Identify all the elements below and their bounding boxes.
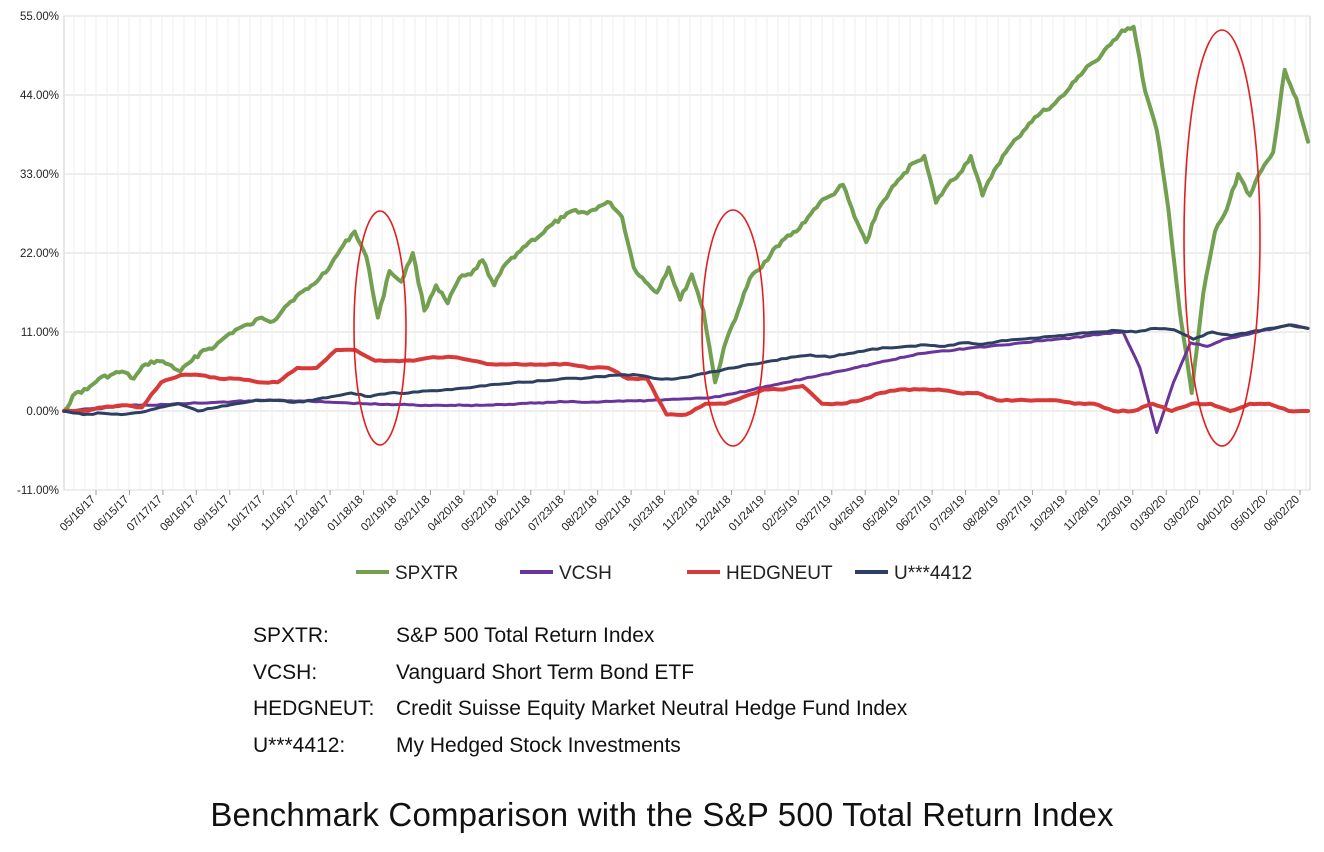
definition-value: S&P 500 Total Return Index — [396, 624, 655, 647]
definition-key: HEDGNEUT: — [253, 697, 375, 720]
legend-label: SPXTR — [395, 563, 458, 584]
y-tick-label: 22.00% — [20, 248, 59, 260]
x-tick-label: 09/15/17 — [192, 494, 232, 534]
highlight-ellipse — [1183, 29, 1261, 447]
x-tick-label: 05/28/19 — [861, 494, 901, 534]
y-axis-ticks: 55.00% 44.00% 33.00% 22.00% 11.00% 0.00% -11.0… — [17, 11, 59, 497]
x-tick-label: 05/16/17 — [58, 494, 98, 534]
series-line-0 — [62, 24, 1310, 413]
chart-legend: SPXTR VCSH HEDGNEUT U***4412 — [356, 563, 972, 584]
x-tick-label: 10/23/18 — [627, 494, 667, 534]
x-tick-label: 03/02/20 — [1162, 494, 1202, 534]
x-tick-label: 01/30/20 — [1128, 494, 1168, 534]
x-tick-label: 08/22/18 — [560, 494, 600, 534]
x-tick-label: 03/21/18 — [392, 494, 432, 534]
x-tick-label: 06/21/18 — [493, 494, 533, 534]
x-tick-label: 08/28/19 — [961, 494, 1001, 534]
x-tick-label: 06/27/19 — [894, 494, 934, 534]
y-tick-label: 44.00% — [20, 90, 59, 102]
x-tick-label: 07/29/19 — [928, 494, 968, 534]
highlight-ellipse — [701, 209, 765, 447]
definition-key: SPXTR: — [253, 624, 329, 647]
benchmark-line-chart: 55.00% 44.00% 33.00% 22.00% 11.00% 0.00% -11.0… — [17, 11, 1311, 584]
figure-caption: Benchmark Comparison with the S&P 500 To… — [210, 796, 1114, 833]
chart-series-lines — [62, 24, 1310, 434]
x-tick-label: 12/18/17 — [292, 494, 332, 534]
x-tick-label: 04/01/20 — [1195, 494, 1235, 534]
definition-key: VCSH: — [253, 660, 318, 684]
definition-row: VCSH: Vanguard Short Term Bond ETF — [253, 655, 907, 692]
x-tick-label: 10/17/17 — [225, 494, 265, 534]
x-tick-label: 02/19/18 — [359, 494, 399, 534]
legend-label: U***4412 — [894, 563, 972, 584]
y-tick-label: 33.00% — [20, 169, 59, 181]
definition-row: HEDGNEUT: Credit Suisse Equity Market Ne… — [253, 691, 907, 728]
series-definitions: SPXTR: S&P 500 Total Return Index VCSH: … — [253, 618, 907, 764]
x-tick-label: 03/27/19 — [794, 494, 834, 534]
x-tick-label: 05/01/20 — [1229, 494, 1269, 534]
highlight-ellipse — [353, 210, 407, 446]
definition-row: U***4412: My Hedged Stock Investments — [253, 728, 907, 765]
x-tick-label: 08/16/17 — [158, 494, 198, 534]
x-tick-label: 04/20/18 — [426, 494, 466, 534]
y-tick-label: -11.00% — [17, 485, 59, 497]
x-tick-label: 07/17/17 — [125, 494, 165, 534]
series-line-3 — [62, 323, 1310, 417]
x-tick-label: 06/15/17 — [91, 494, 131, 534]
x-tick-label: 06/02/20 — [1262, 494, 1302, 534]
x-tick-label: 04/26/19 — [827, 494, 867, 534]
x-tick-label: 02/25/19 — [760, 494, 800, 534]
legend-label: HEDGNEUT — [726, 563, 833, 584]
chart-grid — [63, 15, 1311, 495]
x-tick-label: 09/27/19 — [994, 494, 1034, 534]
y-tick-label: 55.00% — [20, 11, 59, 23]
x-tick-label: 01/18/18 — [326, 494, 366, 534]
x-tick-label: 10/29/19 — [1028, 494, 1068, 534]
x-tick-label: 12/30/19 — [1095, 494, 1135, 534]
x-tick-label: 09/21/18 — [593, 494, 633, 534]
x-tick-label: 05/22/18 — [459, 494, 499, 534]
x-tick-label: 07/23/18 — [526, 494, 566, 534]
legend-label: VCSH — [559, 563, 612, 584]
definition-key: U***4412: — [253, 733, 346, 757]
definition-value: Vanguard Short Term Bond ETF — [396, 660, 695, 684]
definition-value: My Hedged Stock Investments — [396, 733, 681, 757]
x-tick-label: 12/24/18 — [693, 494, 733, 534]
x-tick-label: 01/24/19 — [727, 494, 767, 534]
series-line-2 — [62, 347, 1310, 417]
x-axis-ticks: 05/16/1706/15/1707/17/1708/16/1709/15/17… — [58, 494, 1302, 534]
y-tick-label: 11.00% — [21, 327, 59, 339]
definition-value: Credit Suisse Equity Market Neutral Hedg… — [396, 697, 908, 720]
definition-row: SPXTR: S&P 500 Total Return Index — [253, 618, 907, 655]
highlight-ellipses — [353, 29, 1261, 447]
y-tick-label: 0.00% — [26, 406, 59, 418]
